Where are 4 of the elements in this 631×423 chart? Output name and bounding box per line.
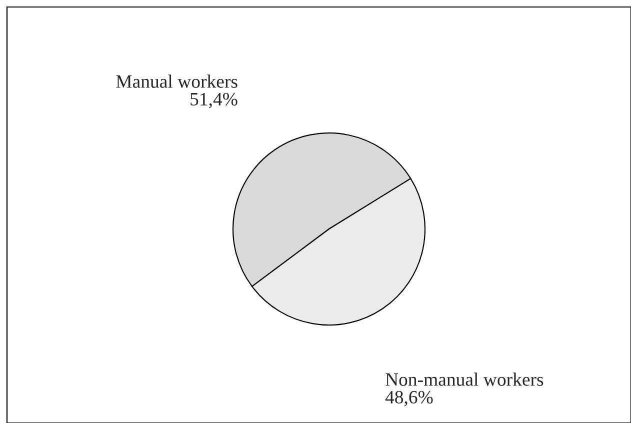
data-label: 51,4%: [190, 92, 238, 108]
data-label: 48,6%: [385, 390, 433, 406]
slice-label: Manual workers: [116, 74, 238, 88]
slice-label: Non-manual workers: [386, 372, 544, 386]
